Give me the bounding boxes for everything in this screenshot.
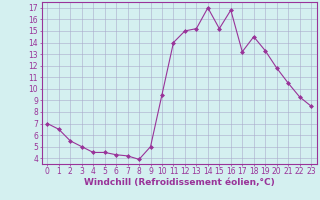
X-axis label: Windchill (Refroidissement éolien,°C): Windchill (Refroidissement éolien,°C) [84,178,275,187]
